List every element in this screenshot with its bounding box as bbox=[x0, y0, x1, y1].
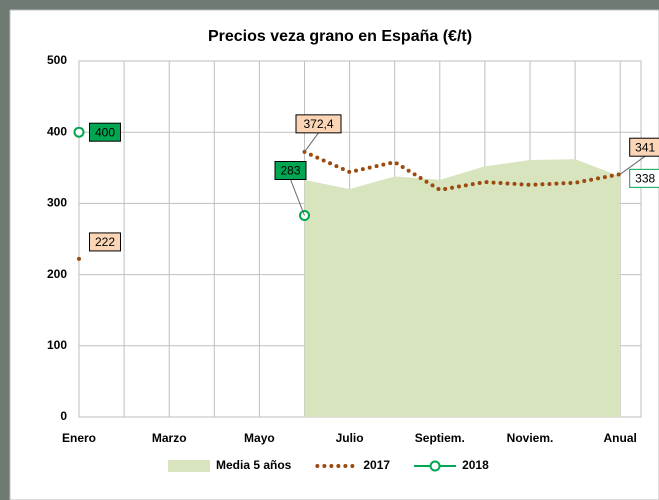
data-label-box bbox=[295, 114, 342, 134]
x-tick-label: Septiem. bbox=[415, 431, 465, 445]
data-label-box bbox=[274, 161, 307, 181]
x-tick-label: Anual bbox=[604, 431, 637, 445]
data-label-box bbox=[629, 137, 659, 157]
labels: 222 372,4 341 400 283 338 bbox=[89, 114, 659, 252]
x-tick-label: Marzo bbox=[152, 431, 187, 445]
data-label-box bbox=[629, 168, 659, 188]
label-leader bbox=[290, 179, 305, 216]
y-tick-label: 100 bbox=[47, 338, 67, 352]
legend-label: 2017 bbox=[363, 458, 390, 472]
y-tick-label: 400 bbox=[47, 124, 67, 138]
x-tick-label: Mayo bbox=[244, 431, 275, 445]
y-tick-label: 300 bbox=[47, 196, 67, 210]
data-label: 283 bbox=[280, 164, 300, 178]
legend-marker bbox=[429, 460, 441, 472]
legend-swatch bbox=[168, 460, 210, 472]
y-tick-label: 0 bbox=[60, 409, 67, 423]
x-tick-label: Julio bbox=[336, 431, 364, 445]
area bbox=[304, 159, 621, 418]
data-label: 338 bbox=[635, 172, 655, 186]
data-label-box bbox=[89, 122, 121, 142]
label-leader bbox=[304, 132, 319, 153]
y-tick-label: 200 bbox=[47, 267, 67, 281]
legend: Media 5 años 2017 2018 bbox=[168, 458, 489, 472]
legend-label: 2018 bbox=[462, 458, 489, 472]
marker bbox=[73, 126, 85, 138]
y-tick-label: 500 bbox=[47, 53, 67, 67]
data-label-box bbox=[89, 232, 121, 252]
line bbox=[302, 149, 623, 192]
legend-label: Media 5 años bbox=[216, 458, 292, 472]
chart-title: Precios veza grano en España (€/t) bbox=[208, 28, 472, 45]
x-tick-label: Enero bbox=[62, 431, 96, 445]
data-label: 400 bbox=[95, 125, 115, 139]
data-label: 341 bbox=[635, 140, 655, 154]
data-label: 372,4 bbox=[303, 117, 333, 131]
label-leader bbox=[619, 155, 646, 175]
data-label: 222 bbox=[95, 235, 115, 249]
x-tick-label: Noviem. bbox=[507, 431, 554, 445]
